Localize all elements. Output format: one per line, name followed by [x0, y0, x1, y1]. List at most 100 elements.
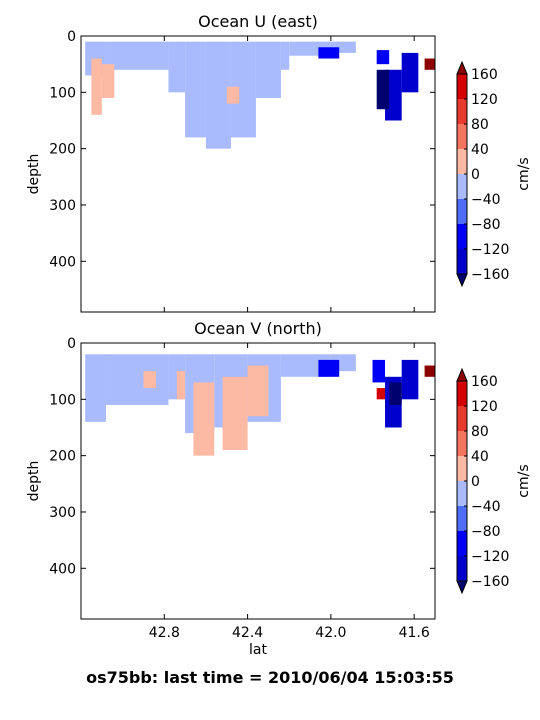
y-axis: 0 100 200 300 400	[49, 336, 435, 577]
x-tick-label: 42.4	[232, 625, 263, 641]
chart-title: Ocean U (east)	[198, 12, 318, 31]
colorbar-tick-label: −40	[471, 499, 501, 515]
y-tick-label: 200	[49, 449, 76, 465]
colorbar-tick-label: −160	[471, 267, 509, 283]
heatmap-cell	[101, 64, 115, 98]
heatmap-cell	[280, 41, 290, 70]
colorbar-tick-label: 40	[471, 142, 489, 158]
colorbar-tick-label: −80	[471, 524, 501, 540]
colorbar-band	[457, 381, 467, 406]
colorbar-band	[457, 531, 467, 556]
heatmap-cell	[401, 52, 419, 93]
colorbar-tick-label: −40	[471, 192, 501, 208]
colorbar-extend-bottom	[456, 580, 468, 595]
y-tick-label: 300	[49, 505, 76, 521]
colorbar-tick-label: −120	[471, 242, 509, 258]
colorbar-band	[457, 224, 467, 249]
plot-area	[85, 354, 435, 456]
colorbar-band	[457, 431, 467, 456]
colorbar-tick-label: 120	[471, 92, 498, 108]
y-tick-label: 300	[49, 198, 76, 214]
colorbar-band	[457, 249, 467, 274]
colorbar-band	[457, 556, 467, 581]
y-tick-label: 400	[49, 561, 76, 577]
colorbar-extend-top	[456, 367, 468, 382]
heatmap-cell	[424, 365, 435, 377]
colorbar-band	[457, 174, 467, 199]
colorbar-tick-label: 80	[471, 117, 489, 133]
heatmap-cell	[193, 382, 215, 456]
colorbar-band	[457, 481, 467, 506]
colorbar-tick-label: −120	[471, 549, 509, 565]
y-tick-label: 0	[67, 29, 76, 45]
x-axis	[163, 36, 415, 312]
heatmap-cell	[318, 47, 340, 59]
y-axis-label: depth	[26, 154, 42, 195]
colorbar-label: cm/s	[516, 464, 532, 497]
colorbar: 160 120 80 40 0 −40 −80 −120 −160	[456, 60, 509, 288]
chart-title: Ocean V (north)	[194, 319, 322, 338]
colorbar-band	[457, 99, 467, 124]
heatmap-cell	[168, 41, 186, 93]
y-axis-label: depth	[26, 461, 42, 502]
figure-suptitle: os75bb: last time = 2010/06/04 15:03:55	[86, 668, 454, 687]
heatmap-cell	[85, 354, 106, 422]
y-tick-label: 0	[67, 336, 76, 352]
heatmap-cell	[376, 388, 386, 400]
heatmap-cell	[372, 359, 386, 383]
heatmap-cell	[376, 50, 390, 65]
y-tick-label: 100	[49, 392, 76, 408]
colorbar-label: cm/s	[516, 157, 532, 190]
x-tick-label: 42.8	[149, 625, 180, 641]
colorbar-tick-label: 160	[471, 67, 498, 83]
heatmap-cell	[330, 41, 356, 53]
heatmap-cell	[105, 41, 169, 70]
colorbar-tick-label: 0	[471, 167, 480, 183]
colorbar-tick-label: −160	[471, 574, 509, 590]
plot-area	[85, 41, 435, 149]
y-tick-label: 400	[49, 254, 76, 270]
colorbar-tick-label: 0	[471, 474, 480, 490]
colorbar-tick-label: −80	[471, 217, 501, 233]
heatmap-cell	[424, 58, 435, 70]
heatmap-cell	[401, 359, 419, 400]
axes-frame	[80, 35, 436, 313]
colorbar-band	[457, 149, 467, 174]
colorbar-band	[457, 456, 467, 481]
heatmap-cell	[222, 376, 248, 451]
colorbar-band	[457, 74, 467, 99]
heatmap-cell	[143, 371, 156, 389]
axes-frame	[80, 342, 436, 620]
colorbar-tick-label: 40	[471, 449, 489, 465]
colorbar: 160 120 80 40 0 −40 −80 −120 −160	[456, 367, 509, 595]
colorbar-band	[457, 506, 467, 531]
y-tick-label: 100	[49, 85, 76, 101]
x-axis: 42.8 42.4 42.0 41.6	[149, 343, 430, 641]
heatmap-cell	[255, 41, 281, 98]
colorbar-extend-top	[456, 60, 468, 75]
colorbar-tick-label: 160	[471, 374, 498, 390]
heatmap-cell	[376, 69, 390, 110]
heatmap-cell	[91, 58, 102, 115]
heatmap-cell	[185, 41, 206, 138]
colorbar-tick-label: 120	[471, 399, 498, 415]
heatmap-cell	[226, 86, 240, 104]
y-axis: 0 100 200 300 400	[49, 29, 435, 270]
x-tick-label: 42.0	[315, 625, 346, 641]
x-axis-label: lat	[249, 642, 267, 658]
heatmap-cell	[105, 354, 169, 405]
colorbar-extend-bottom	[456, 273, 468, 288]
colorbar-band	[457, 406, 467, 431]
heatmap-cell	[176, 371, 186, 400]
colorbar-tick-label: 80	[471, 424, 489, 440]
x-tick-label: 41.6	[399, 625, 430, 641]
colorbar-band	[457, 124, 467, 149]
heatmap-cell	[318, 359, 340, 377]
heatmap-cell	[389, 382, 402, 405]
heatmap-cell	[247, 365, 269, 417]
colorbar-band	[457, 199, 467, 224]
y-tick-label: 200	[49, 142, 76, 158]
